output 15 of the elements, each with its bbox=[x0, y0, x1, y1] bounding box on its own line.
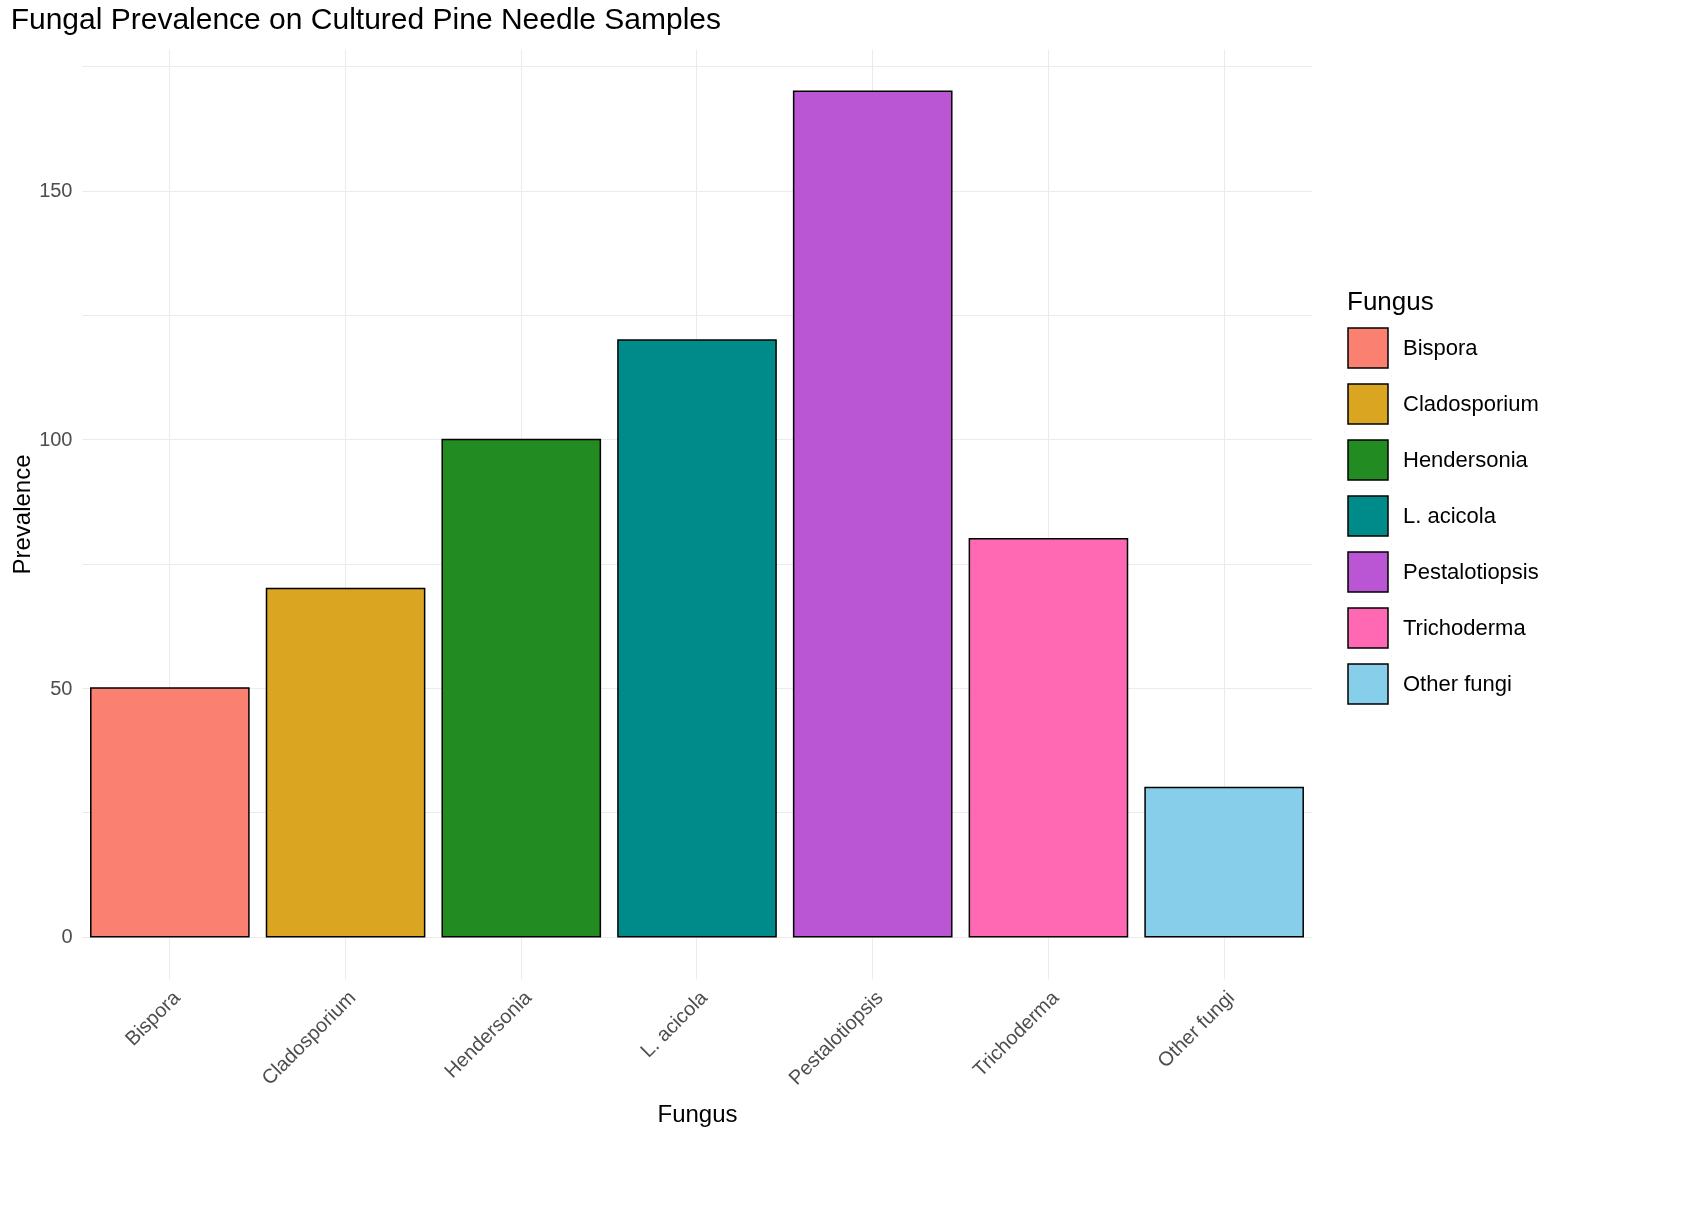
legend-label: Other fungi bbox=[1403, 671, 1512, 696]
chart-title: Fungal Prevalence on Cultured Pine Needle Samples bbox=[10, 2, 722, 35]
y-tick-label: 0 bbox=[61, 925, 73, 948]
y-tick-label: 50 bbox=[50, 676, 73, 699]
y-axis-title: Prevalence bbox=[8, 454, 36, 575]
x-axis-title: Fungus bbox=[657, 1099, 738, 1127]
legend-label: Cladosporium bbox=[1403, 391, 1539, 416]
legend-label: Trichoderma bbox=[1403, 615, 1527, 640]
legend-label: Pestalotiopsis bbox=[1403, 559, 1539, 584]
legend-label: Bispora bbox=[1403, 335, 1479, 360]
legend-title: Fungus bbox=[1347, 286, 1434, 316]
y-tick-label: 100 bbox=[39, 427, 73, 450]
legend-label: L. acicola bbox=[1403, 503, 1497, 528]
legend-label: Hendersonia bbox=[1403, 447, 1529, 472]
y-tick-label: 150 bbox=[39, 179, 73, 202]
